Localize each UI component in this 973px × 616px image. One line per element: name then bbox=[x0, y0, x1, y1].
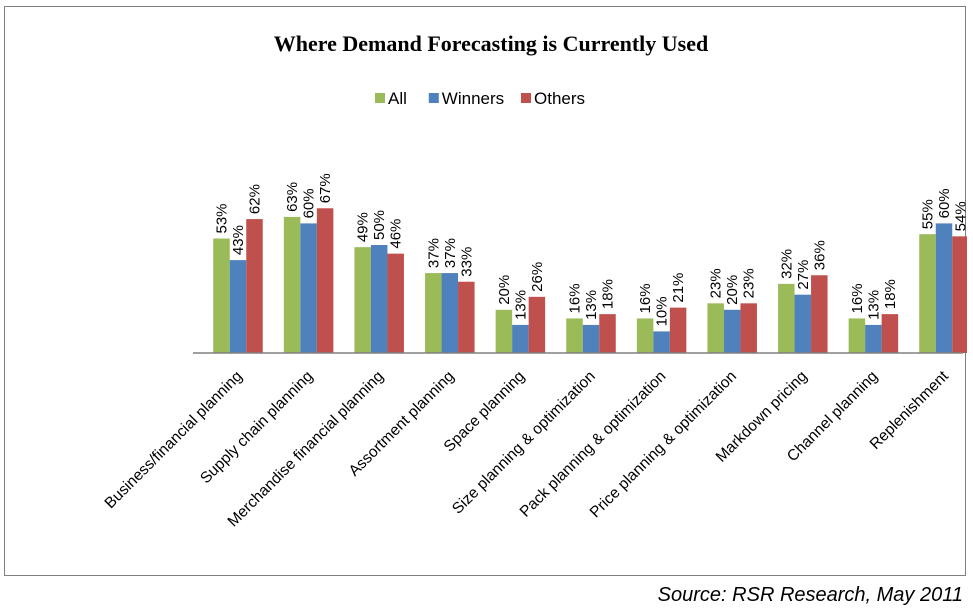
bar-others-pack-planning-optimization bbox=[669, 307, 687, 353]
legend-label-all: All bbox=[388, 89, 407, 108]
value-labels-layer: 53%43%62% 63% 60%67%49% 50% 46%37% 37% 33%20%1… bbox=[214, 173, 968, 326]
value-label-winners-markdown-pricing: 27% bbox=[795, 260, 812, 290]
legend-swatch-winners bbox=[428, 93, 439, 103]
bar-winners-assortment-planning bbox=[441, 273, 459, 353]
chart-frame: Where Demand Forecasting is Currently Us… bbox=[4, 6, 968, 576]
value-label-others-price-planning-optimization: 23% bbox=[741, 268, 758, 298]
legend-swatch-others bbox=[521, 93, 531, 103]
value-label-winners-merchandise-financial-planning: 50% bbox=[371, 210, 388, 240]
value-label-winners-business-financial-planning: 43% bbox=[230, 225, 247, 255]
bar-all-assortment-planning bbox=[425, 273, 442, 353]
value-label-winners-assortment-planning: 37% bbox=[442, 238, 459, 268]
value-label-winners-channel-planning: 13% bbox=[865, 290, 882, 320]
bar-winners-merchandise-financial-planning bbox=[370, 245, 388, 353]
bar-others-price-planning-optimization bbox=[740, 303, 757, 353]
bar-all-channel-planning bbox=[848, 318, 866, 353]
bar-all-size-planning-optimization bbox=[566, 318, 583, 353]
bars-layer bbox=[213, 208, 967, 353]
value-label-all-pack-planning-optimization: 16% bbox=[637, 283, 654, 313]
legend-label-winners: Winners bbox=[442, 89, 504, 108]
category-label-pack-planning-optimization: Pack planning & optimization bbox=[517, 368, 670, 521]
category-label-price-planning-optimization: Price planning & optimization bbox=[587, 368, 740, 521]
bar-winners-size-planning-optimization bbox=[582, 324, 600, 353]
legend-label-others: Others bbox=[534, 89, 585, 108]
value-label-others-merchandise-financial-planning: 46% bbox=[388, 219, 405, 249]
bar-others-channel-planning bbox=[881, 314, 899, 353]
value-label-winners-price-planning-optimization: 20% bbox=[724, 275, 741, 305]
bar-all-replenishment bbox=[919, 234, 936, 353]
bar-winners-pack-planning-optimization bbox=[653, 331, 670, 353]
bar-all-supply-chain-planning bbox=[283, 216, 301, 353]
value-label-others-channel-planning: 18% bbox=[882, 279, 899, 309]
value-label-all-size-planning-optimization: 16% bbox=[567, 283, 584, 313]
value-label-all-price-planning-optimization: 23% bbox=[708, 268, 725, 298]
value-label-all-space-planning: 20% bbox=[496, 275, 513, 305]
value-label-others-markdown-pricing: 36% bbox=[811, 240, 828, 270]
bar-winners-markdown-pricing bbox=[794, 294, 812, 353]
bar-all-space-planning bbox=[495, 309, 513, 353]
bar-all-business-financial-planning bbox=[213, 238, 230, 353]
source-note: Source: RSR Research, May 2011 bbox=[657, 584, 963, 606]
category-label-size-planning-optimization: Size planning & optimization bbox=[449, 368, 599, 518]
value-label-all-merchandise-financial-planning: 49% bbox=[355, 212, 372, 242]
bar-others-replenishment bbox=[952, 236, 967, 353]
value-label-others-assortment-planning: 33% bbox=[458, 247, 475, 277]
chart-title: Where Demand Forecasting is Currently Us… bbox=[274, 31, 708, 56]
bar-others-business-financial-planning bbox=[246, 219, 263, 353]
bar-winners-space-planning bbox=[512, 324, 529, 353]
value-label-all-replenishment: 55% bbox=[920, 199, 937, 229]
legend-swatch-all bbox=[375, 93, 385, 103]
category-label-business-financial-planning: Business/financial planning bbox=[102, 368, 246, 512]
bar-all-markdown-pricing bbox=[778, 283, 795, 353]
bar-all-pack-planning-optimization bbox=[636, 318, 654, 353]
bar-others-assortment-planning bbox=[458, 281, 475, 353]
bar-all-merchandise-financial-planning bbox=[354, 247, 371, 353]
bar-others-merchandise-financial-planning bbox=[387, 253, 404, 353]
value-label-winners-space-planning: 13% bbox=[512, 290, 529, 320]
value-label-others-space-planning: 26% bbox=[529, 262, 546, 292]
value-label-all-markdown-pricing: 32% bbox=[778, 249, 795, 279]
bar-winners-supply-chain-planning bbox=[300, 223, 317, 353]
bar-winners-replenishment bbox=[935, 223, 953, 353]
value-label-others-replenishment: 54% bbox=[953, 201, 968, 231]
bar-winners-price-planning-optimization bbox=[723, 309, 741, 353]
value-label-winners-replenishment: 60% bbox=[936, 188, 953, 218]
category-label-merchandise-financial-planning: Merchandise financial planning bbox=[225, 368, 388, 531]
bar-others-space-planning bbox=[528, 296, 546, 353]
value-label-all-supply-chain-planning: 63% bbox=[284, 182, 301, 212]
value-label-winners-size-planning-optimization: 13% bbox=[583, 290, 600, 320]
bar-winners-business-financial-planning bbox=[229, 260, 247, 353]
value-label-others-business-financial-planning: 62% bbox=[247, 184, 264, 214]
bar-others-supply-chain-planning bbox=[316, 208, 334, 353]
bar-all-price-planning-optimization bbox=[707, 303, 724, 353]
value-label-all-assortment-planning: 37% bbox=[425, 238, 442, 268]
value-label-all-business-financial-planning: 53% bbox=[214, 203, 231, 233]
bar-others-markdown-pricing bbox=[811, 275, 828, 353]
value-label-all-channel-planning: 16% bbox=[849, 283, 866, 313]
bar-chart: Where Demand Forecasting is Currently Us… bbox=[102, 31, 968, 530]
bar-winners-channel-planning bbox=[865, 324, 882, 353]
value-label-winners-pack-planning-optimization: 10% bbox=[654, 296, 671, 326]
value-label-others-pack-planning-optimization: 21% bbox=[670, 273, 687, 303]
legend: All Winners Others bbox=[375, 89, 585, 108]
value-label-winners-supply-chain-planning: 60% bbox=[301, 188, 318, 218]
value-label-others-supply-chain-planning: 67% bbox=[317, 173, 334, 203]
bar-others-size-planning-optimization bbox=[599, 314, 616, 353]
value-label-others-size-planning-optimization: 18% bbox=[600, 279, 617, 309]
